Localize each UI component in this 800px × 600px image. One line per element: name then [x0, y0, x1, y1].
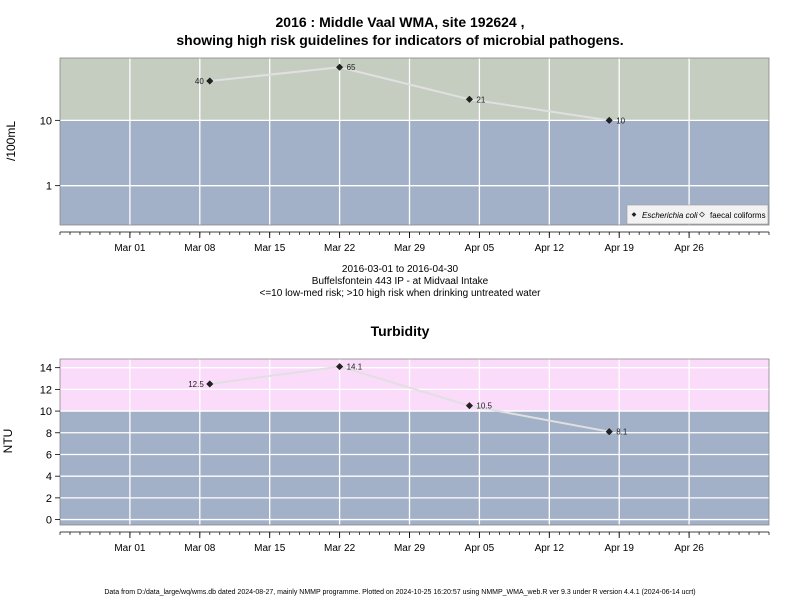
data-point	[465, 402, 474, 410]
legend-faecal-marker	[699, 211, 705, 218]
x-tick-label: Apr 05	[465, 543, 495, 554]
data-point	[465, 95, 474, 103]
x-tick-label: Apr 12	[535, 543, 565, 554]
x-tick-label: Mar 22	[324, 243, 356, 254]
x-tick-label: Mar 01	[114, 543, 146, 554]
y-tick-label: 12	[40, 384, 52, 396]
x-tick-label: Mar 29	[394, 243, 426, 254]
legend-box	[626, 204, 769, 225]
data-label: 8.1	[616, 428, 628, 437]
x-tick-label: Mar 01	[114, 243, 146, 254]
data-label: 40	[195, 77, 204, 86]
data-label: 65	[347, 63, 356, 72]
x-tick-label: Mar 08	[184, 543, 216, 554]
y-tick-label: 4	[46, 471, 52, 483]
y-tick-label: 14	[40, 363, 52, 375]
data-point	[206, 77, 214, 85]
chart-title-line1: 2016 : Middle Vaal WMA, site 192624 ,	[275, 14, 525, 30]
turbidity-title: Turbidity	[370, 323, 430, 339]
data-point	[206, 380, 214, 388]
x-tick-label: Mar 15	[254, 543, 286, 554]
data-point	[605, 428, 613, 436]
x-tick-label: Mar 29	[394, 543, 426, 554]
x-tick-label: Apr 26	[674, 543, 704, 554]
series-line	[209, 365, 610, 433]
x-tick-label: Apr 12	[535, 243, 565, 254]
ecoli-y-axis-label: /100mL	[4, 120, 18, 162]
high-risk-band	[60, 58, 769, 121]
data-point	[605, 116, 613, 124]
x-tick-label: Apr 19	[604, 543, 634, 554]
subtitle-dates: 2016-03-01 to 2016-04-30	[341, 264, 459, 275]
plot-frame	[59, 358, 770, 526]
legend-ecoli-marker	[631, 212, 637, 217]
plot-frame	[59, 57, 770, 226]
data-label: 21	[476, 95, 485, 104]
y-tick-label: 10	[40, 406, 52, 418]
series-line	[209, 66, 610, 122]
turbidity-chart: 0 2 4 6 8 10 12 14 Mar 01 Mar 08 Mar 15 Mar 22 Mar 2…	[40, 358, 770, 554]
data-label: 10	[616, 116, 625, 125]
high-risk-band	[60, 359, 769, 412]
y-tick-label: 8	[46, 428, 52, 440]
footer-note: Data from D:/data_large/wq/wms.db dated …	[104, 589, 696, 596]
low-risk-band	[60, 411, 769, 525]
legend-ecoli-label: Escherichia coli	[642, 211, 698, 220]
x-tick-label: Mar 08	[184, 243, 216, 254]
chart-legend: Escherichia coli faecal coliforms	[626, 204, 769, 225]
data-label: 12.5	[188, 380, 204, 389]
x-tick-label: Apr 19	[604, 243, 634, 254]
x-tick-label: Mar 15	[254, 243, 286, 254]
turbidity-y-axis-label: NTU	[1, 428, 15, 454]
x-tick-label: Apr 05	[465, 243, 495, 254]
data-point	[336, 363, 344, 371]
y-tick-label: 0	[46, 515, 52, 527]
legend-faecal-label: faecal coliforms	[710, 211, 766, 220]
y-tick-label: 6	[46, 449, 52, 461]
data-label: 10.5	[476, 402, 492, 411]
y-tick-label: 2	[46, 493, 52, 505]
data-label: 14.1	[347, 363, 363, 372]
x-tick-label: Apr 26	[674, 243, 704, 254]
y-tick-label: 10	[40, 115, 52, 127]
chart-title-line2: showing high risk guidelines for indicat…	[176, 32, 624, 48]
data-point	[336, 63, 344, 71]
y-tick-label: 1	[46, 181, 52, 193]
ecoli-chart: 1 10 Mar 01 Mar 08 Mar 15 Mar 22 Mar 29 Apr 05 A…	[40, 57, 770, 254]
subtitle-site: Buffelsfontein 443 IP - at Midvaal Intak…	[311, 276, 489, 287]
subtitle-risk: <=10 low-med risk; >10 high risk when dr…	[259, 288, 541, 299]
x-tick-label: Mar 22	[324, 543, 356, 554]
